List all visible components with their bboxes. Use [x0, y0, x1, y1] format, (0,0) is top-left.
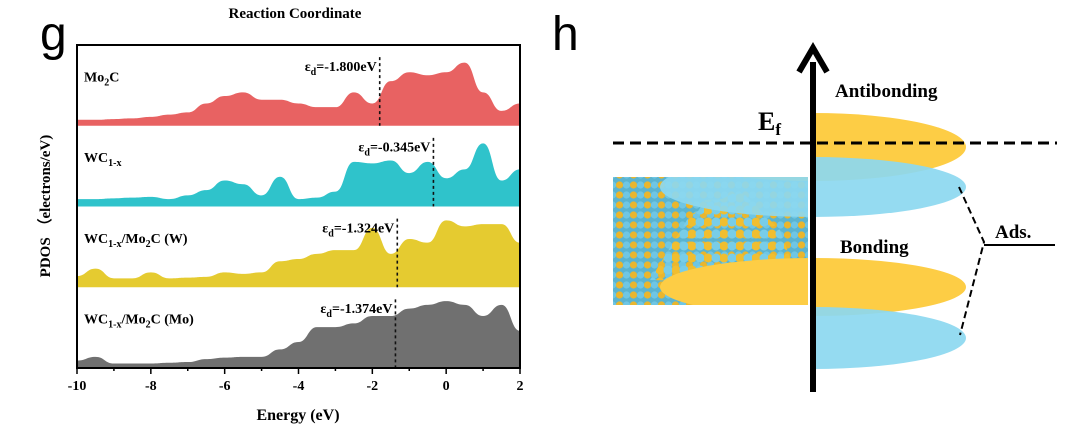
ads-connector-dashes — [958, 186, 986, 336]
x-tick-label: 2 — [517, 379, 524, 394]
bonding-label: Bonding — [840, 237, 909, 258]
x-axis-label: Energy (eV) — [256, 407, 339, 424]
series-label-0: Mo2C — [84, 70, 119, 88]
arrow-up-icon — [796, 42, 830, 74]
panel-letter-g: g — [40, 8, 67, 61]
pdos-area-3 — [77, 301, 520, 368]
x-tick-label: 0 — [443, 379, 450, 394]
x-tick-label: -2 — [366, 379, 378, 394]
energy-axis-arrow — [796, 42, 830, 392]
ads-label: Ads. — [995, 222, 1031, 243]
antibonding-label: Antibonding — [835, 81, 938, 102]
fermi-label: Ef — [758, 107, 781, 139]
pdos-area-1 — [77, 143, 520, 207]
x-tick-label: -4 — [293, 379, 305, 394]
series-label-1: WC1-x — [84, 151, 121, 169]
x-tick-label: -8 — [145, 379, 157, 394]
d-band-center-label-1: εd=-0.345eV — [358, 141, 430, 159]
y-axis-label: PDOS （electrons/eV) — [36, 135, 54, 278]
x-tick-label: -10 — [68, 379, 87, 394]
chart-top-title: Reaction Coordinate — [229, 6, 362, 22]
panel-letter-h: h — [552, 8, 579, 61]
d-band-center-label-3: εd=-1.374eV — [320, 302, 392, 320]
pdos-area-2 — [77, 220, 520, 288]
series-label-3: WC1-x/Mo2C (Mo) — [84, 313, 194, 331]
d-band-center-label-0: εd=-1.800eV — [305, 60, 377, 78]
series-label-2: WC1-x/Mo2C (W) — [84, 232, 188, 250]
x-tick-label: -6 — [219, 379, 231, 394]
d-band-center-label-2: εd=-1.324eV — [322, 221, 394, 239]
pdos-area-0 — [77, 62, 520, 126]
pdos-plot: εd=-1.800eV Mo2C εd=-0.345eV WC1-x εd=-1.324… — [77, 57, 520, 368]
x-axis: -10 -8 -6 -4 -2 0 2 — [68, 368, 524, 394]
